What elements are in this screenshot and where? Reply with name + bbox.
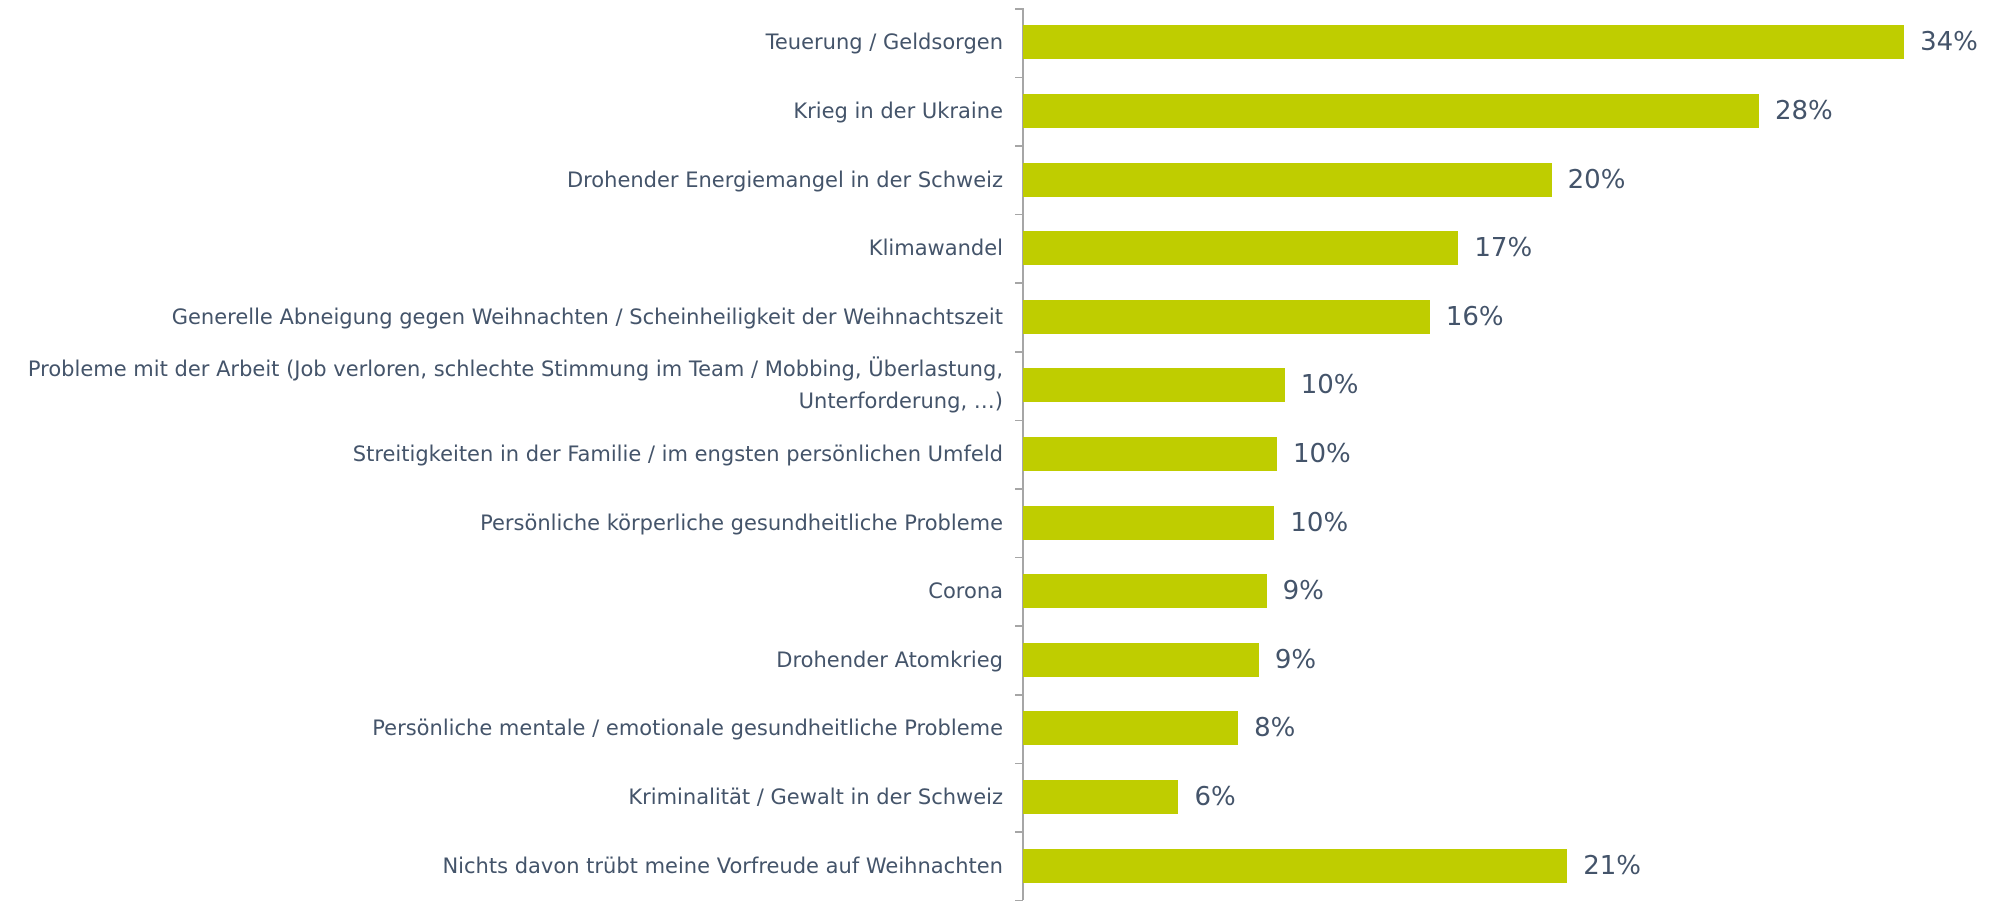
axis-tick [1015,351,1023,353]
value-label: 6% [1194,781,1236,812]
category-label: Persönliche mentale / emotionale gesundh… [372,716,1003,741]
category-label: Drohender Atomkrieg [776,647,1003,672]
value-label: 20% [1567,164,1626,195]
axis-line [1022,8,1024,900]
bar [1023,574,1267,609]
bar [1023,436,1277,471]
axis-tick [1015,694,1023,696]
axis-tick [1015,556,1023,559]
category-label: Generelle Abneigung gegen Weihnachten / … [171,304,1003,329]
value-label: 10% [1290,507,1349,538]
bar [1023,368,1285,403]
value-label: 8% [1254,713,1296,744]
bar [1023,299,1430,334]
value-label: 10% [1292,438,1351,469]
bar [1023,642,1259,677]
bar [1023,93,1759,128]
bar [1023,848,1568,883]
bar [1023,231,1459,266]
category-label: Drohender Energiemangel in der Schweiz [566,167,1003,192]
axis-tick [1015,625,1023,627]
category-label: Teuerung / Geldsorgen [765,30,1003,55]
axis-tick [1015,145,1023,147]
axis-tick [1015,831,1023,833]
category-label: Streitigkeiten in der Familie / im engst… [352,441,1003,466]
axis-tick [1015,762,1023,765]
axis-tick [1015,282,1023,284]
value-label: 34% [1920,27,1978,58]
axis-tick [1015,488,1023,490]
axis-tick [1015,419,1023,422]
category-label: Klimawandel [868,236,1003,261]
value-label: 9% [1274,644,1317,675]
category-label: Probleme mit der Arbeit (Job verloren, s… [27,357,1003,414]
axis-tick [1015,76,1023,79]
bar [1023,711,1239,746]
bar [1023,779,1179,814]
value-label: 28% [1774,95,1833,126]
category-label: Persönliche körperliche gesundheitliche … [480,510,1003,535]
category-label: Nichts davon trübt meine Vorfreude auf W… [442,853,1003,878]
axis-tick [1015,213,1023,216]
bar [1023,162,1552,197]
value-label: 17% [1474,233,1533,264]
category-label: Corona [928,579,1003,604]
value-label: 16% [1445,301,1504,332]
bar [1023,25,1905,60]
bar [1023,505,1275,540]
value-label: 21% [1583,850,1641,881]
value-label: 10% [1300,370,1359,401]
category-label: Kriminalität / Gewalt in der Schweiz [628,784,1003,809]
value-label: 9% [1282,576,1324,607]
category-label: Krieg in der Ukraine [793,98,1003,123]
axis-tick [1015,8,1023,10]
